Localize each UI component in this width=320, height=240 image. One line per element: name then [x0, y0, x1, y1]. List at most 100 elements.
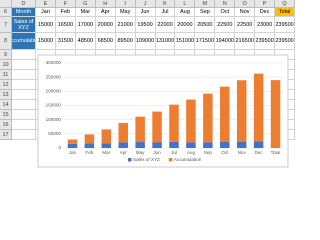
cell[interactable]: Nov: [235, 8, 256, 17]
row-header[interactable]: 15: [0, 110, 12, 120]
column-header[interactable]: N: [215, 0, 236, 8]
cell[interactable]: Feb: [55, 8, 76, 17]
row-header[interactable]: 14: [0, 100, 12, 110]
bar: [253, 73, 264, 142]
bar: [135, 142, 145, 148]
row-header[interactable]: 8: [0, 33, 12, 50]
bar: [220, 86, 230, 142]
bar: [220, 141, 230, 148]
cell[interactable]: [12, 70, 36, 80]
cell[interactable]: Sales of XYZ: [12, 17, 36, 33]
row-header[interactable]: 9: [0, 50, 12, 60]
cell[interactable]: Oct: [215, 8, 236, 17]
cell[interactable]: Dec: [255, 8, 276, 17]
cell[interactable]: 239500: [275, 17, 295, 33]
cell[interactable]: 22500: [215, 17, 236, 33]
cell[interactable]: Jul: [155, 8, 176, 17]
cell[interactable]: 15000: [36, 33, 56, 50]
cell[interactable]: [12, 60, 36, 70]
cell[interactable]: [12, 80, 36, 90]
select-all[interactable]: [0, 0, 12, 8]
row-header[interactable]: 6: [0, 8, 12, 17]
cell[interactable]: 194000: [215, 33, 236, 50]
column-header[interactable]: D: [12, 0, 36, 8]
cell[interactable]: Aug: [175, 8, 196, 17]
bar: [67, 139, 78, 144]
column-header[interactable]: I: [115, 0, 136, 8]
cell[interactable]: 20000: [175, 17, 196, 33]
cell[interactable]: [12, 130, 36, 140]
cell[interactable]: Total: [275, 8, 295, 17]
cell[interactable]: 109000: [135, 33, 156, 50]
cell[interactable]: 20500: [195, 17, 216, 33]
cell[interactable]: May: [115, 8, 136, 17]
cell[interactable]: [12, 90, 36, 100]
row-header[interactable]: 12: [0, 80, 12, 90]
y-tick-label: 300000: [46, 60, 62, 65]
cell[interactable]: Jan: [36, 8, 56, 17]
cell[interactable]: Sep: [195, 8, 216, 17]
cell[interactable]: 171500: [195, 33, 216, 50]
cell[interactable]: 20000: [95, 17, 116, 33]
cell[interactable]: [12, 50, 36, 60]
chart: 0 50000 100000 150000 200000 250000 300000 Jan F…: [37, 54, 289, 168]
cell[interactable]: 22500: [235, 17, 256, 33]
column-header[interactable]: E: [36, 0, 56, 8]
row-header[interactable]: 10: [0, 60, 12, 70]
cell[interactable]: 151000: [175, 33, 196, 50]
x-tick-label: Oct: [221, 150, 229, 155]
cell[interactable]: 19500: [135, 17, 156, 33]
cell[interactable]: 131000: [155, 33, 176, 50]
cell[interactable]: Apr: [95, 8, 116, 17]
cell[interactable]: 17000: [75, 17, 96, 33]
column-header[interactable]: O: [235, 0, 256, 8]
cell[interactable]: Jun: [135, 8, 156, 17]
cell[interactable]: 68500: [95, 33, 116, 50]
y-tick-label: 100000: [46, 117, 62, 122]
bar: [203, 142, 213, 148]
bar: [186, 99, 196, 143]
column-header[interactable]: F: [55, 0, 76, 8]
cell[interactable]: 89500: [115, 33, 136, 50]
bar: [101, 129, 112, 144]
cell[interactable]: 15000: [36, 17, 56, 33]
cell[interactable]: 16500: [55, 17, 76, 33]
column-header[interactable]: L: [175, 0, 196, 8]
column-header[interactable]: J: [135, 0, 156, 8]
cell[interactable]: 22000: [155, 17, 176, 33]
y-tick-label: 200000: [46, 89, 62, 94]
row-header[interactable]: 13: [0, 90, 12, 100]
cell[interactable]: 23000: [255, 17, 276, 33]
cell[interactable]: [12, 120, 36, 130]
cell[interactable]: 21000: [115, 17, 136, 33]
x-tick-label: Jun: [153, 150, 161, 155]
column-header[interactable]: Q: [275, 0, 295, 8]
row-header[interactable]: 16: [0, 120, 12, 130]
row-header[interactable]: 7: [0, 17, 12, 33]
x-tick-label: Apr: [120, 150, 128, 155]
column-header[interactable]: P: [255, 0, 276, 8]
row-header[interactable]: 11: [0, 70, 12, 80]
column-header[interactable]: H: [95, 0, 116, 8]
cell[interactable]: [12, 110, 36, 120]
y-tick-label: 0: [58, 145, 61, 150]
cell[interactable]: 239500: [255, 33, 276, 50]
x-tick-label: Mar: [102, 150, 110, 155]
x-tick-label: Jul: [171, 150, 177, 155]
cell[interactable]: 31500: [55, 33, 76, 50]
cell[interactable]: 216500: [235, 33, 256, 50]
spreadsheet-window: D E F G H I J K L M N O P Q 6 Month Jan Feb Mar Apr May Jun Ju…: [0, 0, 295, 168]
cell[interactable]: [12, 100, 36, 110]
row-header[interactable]: 17: [0, 130, 12, 140]
x-tick-label: Sep: [204, 150, 213, 155]
cell[interactable]: Accumulation: [12, 33, 36, 50]
x-tick-label: Jan: [69, 150, 77, 155]
column-header[interactable]: K: [155, 0, 176, 8]
x-tick-label: Total: [271, 150, 281, 155]
cell[interactable]: Month: [12, 8, 36, 17]
cell[interactable]: 239500: [275, 33, 295, 50]
cell[interactable]: Mar: [75, 8, 96, 17]
column-header[interactable]: M: [195, 0, 216, 8]
column-header[interactable]: G: [75, 0, 96, 8]
cell[interactable]: 48500: [75, 33, 96, 50]
